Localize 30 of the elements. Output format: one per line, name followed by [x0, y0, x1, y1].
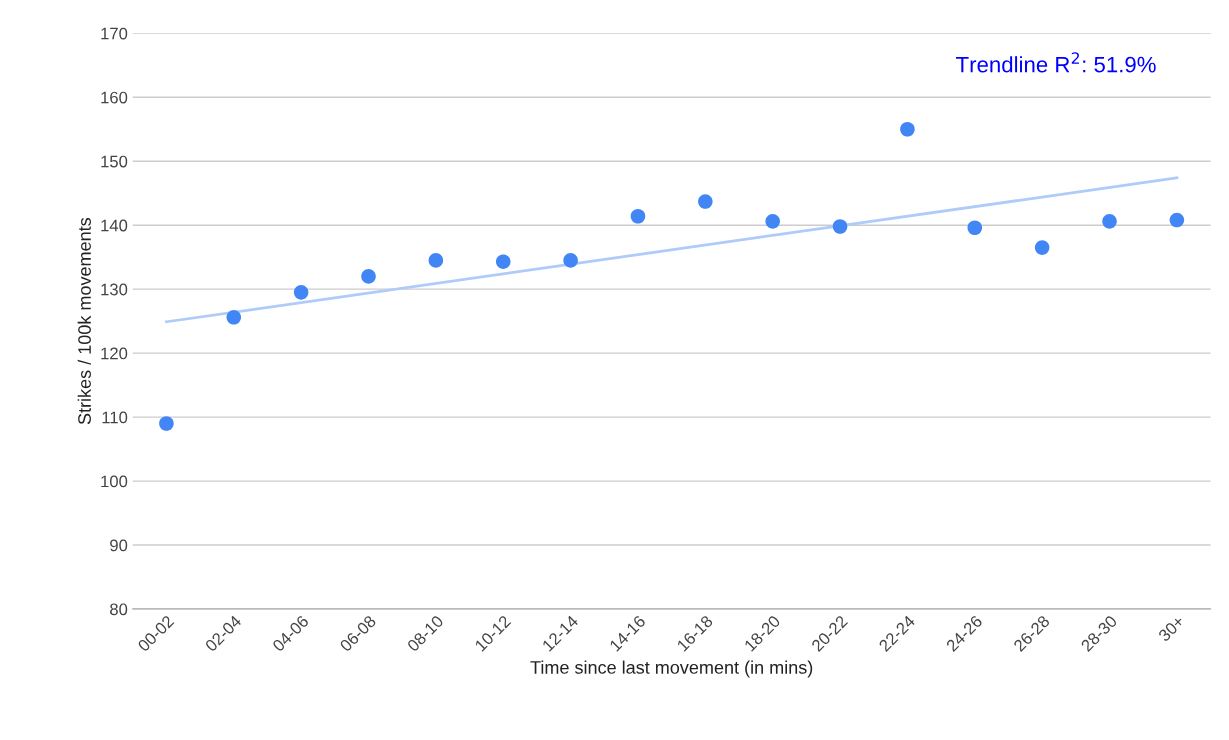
y-tick-label: 90 [110, 539, 128, 552]
point [765, 214, 780, 229]
point [428, 253, 444, 268]
point [1034, 240, 1050, 255]
y-tick-label: 110 [102, 411, 128, 424]
point [832, 219, 848, 234]
point [630, 208, 646, 224]
point [900, 121, 915, 137]
y-axis-title: Strikes / 100k movements [77, 217, 91, 425]
annotation: Trendline R$^{2}$: 51.9% [956, 52, 1156, 73]
y-tick-label: 140 [101, 219, 128, 232]
y-tick-label: 80 [110, 603, 128, 616]
point [293, 285, 309, 300]
point [1169, 212, 1185, 228]
point [361, 269, 376, 284]
point [226, 310, 242, 325]
point [1102, 214, 1117, 229]
y-tick-label: 120 [101, 347, 128, 360]
point [563, 253, 578, 268]
point [159, 416, 174, 431]
point [967, 220, 983, 236]
point [698, 194, 713, 209]
y-tick-label: 100 [101, 475, 128, 488]
y-tick-label: 130 [101, 283, 128, 296]
y-tick-label: 170 [101, 27, 128, 40]
x-axis-title: Time since last movement (in mins) [530, 660, 813, 678]
y-tick-label: 160 [101, 91, 128, 104]
y-tick-label: 150 [101, 155, 128, 168]
x-tick-label: 30+ [1157, 614, 1185, 643]
point [495, 254, 511, 269]
